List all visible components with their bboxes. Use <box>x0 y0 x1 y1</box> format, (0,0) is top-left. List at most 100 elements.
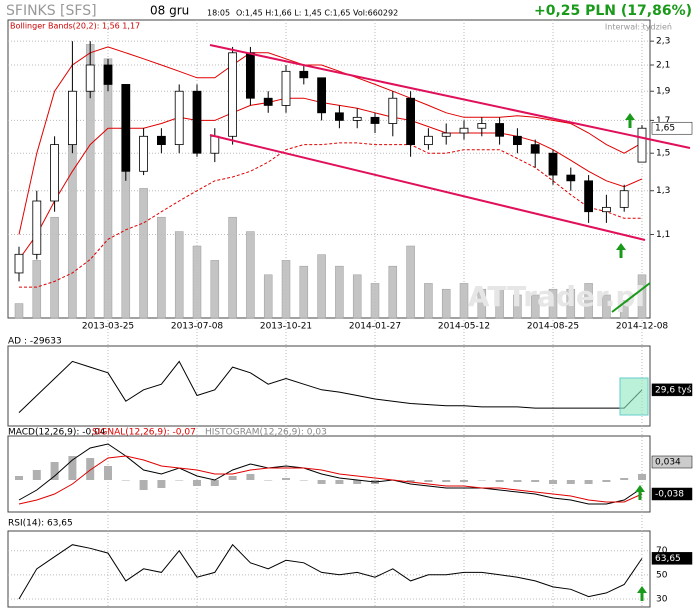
bollinger-band <box>18 46 643 235</box>
y-tick-label: 1,9 <box>656 87 671 97</box>
candle-body <box>584 180 593 213</box>
histogram-bar <box>602 480 611 482</box>
candle-body <box>32 200 42 255</box>
histogram-bar <box>282 478 290 480</box>
histogram-bar <box>246 474 255 480</box>
bollinger-band <box>19 142 642 288</box>
x-tick-label: 2014-12-08 <box>616 322 669 332</box>
value-label: 63,65 <box>655 554 681 564</box>
y-tick-label: 70 <box>656 546 668 556</box>
y-tick-label: 1,3 <box>656 186 670 196</box>
volume-bar <box>317 254 326 319</box>
candle-body <box>192 90 202 154</box>
volume-bar <box>388 265 398 319</box>
volume-bar <box>352 274 362 319</box>
candle-body <box>156 135 166 146</box>
volume-bar <box>602 294 611 319</box>
histogram-bar <box>139 480 148 490</box>
value-box <box>651 121 693 135</box>
histogram-bar <box>513 480 522 482</box>
value-label: 29,6 tyś <box>655 384 692 395</box>
histogram-bar <box>157 480 166 488</box>
histogram-bar <box>353 480 362 484</box>
volume-bar <box>299 265 309 319</box>
change: +0,25 PLN (17,86%) <box>534 3 692 19</box>
candle-body <box>619 190 629 208</box>
x-tick-label: 2014-05-12 <box>438 322 490 332</box>
histogram-bar <box>424 480 433 482</box>
volume-bar <box>50 216 59 319</box>
candle-body <box>566 174 576 182</box>
legend-entry: SIGNAL(12,26,9): -0,07 <box>92 428 196 438</box>
value-label: 0,034 <box>655 458 681 468</box>
legend-entry: MACD(12,26,9): -0,04 <box>8 428 106 438</box>
histogram-bar <box>477 480 486 481</box>
date: 08 gru <box>150 4 189 18</box>
candle-body <box>210 135 220 154</box>
price-frame <box>7 19 651 319</box>
histogram-bar <box>495 480 504 482</box>
candle-body <box>68 90 77 146</box>
histogram-bar <box>460 480 468 482</box>
candle-body <box>281 70 291 106</box>
ad-title: AD : -29633 <box>8 337 62 347</box>
volume-bar <box>370 283 380 319</box>
histogram-bar <box>566 480 575 484</box>
volume-bar <box>32 260 42 319</box>
histogram-bar <box>299 480 308 481</box>
volume-bar <box>263 274 273 319</box>
candle-body <box>388 97 398 124</box>
candle-body <box>50 144 59 202</box>
candle-body <box>228 52 238 137</box>
histogram-bar <box>531 480 540 482</box>
x-tick-label: 2013-03-25 <box>82 322 134 332</box>
value-box <box>651 487 693 501</box>
candle-body <box>477 123 487 129</box>
x-tick-label: 2013-10-21 <box>260 322 312 332</box>
x-tick-label: 2014-08-25 <box>527 322 579 332</box>
macd-frame <box>7 435 651 513</box>
volume-bar <box>139 188 148 319</box>
volume-bar <box>513 294 522 319</box>
candle-body <box>174 90 184 146</box>
candle-body <box>121 84 131 172</box>
candle-body <box>299 70 309 79</box>
x-tick-label: 2013-07-08 <box>171 322 224 332</box>
candle-body <box>513 135 522 146</box>
rsi-title: RSI(14): 63,65 <box>8 519 73 529</box>
candle-body <box>85 64 95 92</box>
y-tick-label: 2,3 <box>656 37 670 47</box>
plot-layer: 1,1 1,3 1,5 1,7 1,9 2,1 2,3 2013-03-25 2013-07-0… <box>8 20 693 607</box>
histogram-bar <box>210 480 219 486</box>
histogram-bar <box>620 478 629 480</box>
histogram-bar <box>32 470 41 480</box>
macd-line <box>18 443 643 505</box>
ad-highlight <box>619 377 649 416</box>
candle-body <box>103 64 113 85</box>
arrow <box>625 113 635 128</box>
candle-body <box>406 97 416 146</box>
histogram-bar <box>442 480 451 482</box>
arrows <box>616 113 647 601</box>
legend: Bollinger Bands(20,2): 1,56 1,17 <box>10 22 140 31</box>
y-tick-label: 1,7 <box>656 116 670 126</box>
value-label: 1,65 <box>655 124 675 134</box>
histogram-bar <box>86 458 95 480</box>
y-tick-label: 2,1 <box>656 61 670 71</box>
interval: Interwał: tydzień <box>605 23 672 32</box>
time: 18:05 <box>207 9 230 18</box>
volume-bar <box>424 283 433 319</box>
trend-line-upper <box>209 44 691 149</box>
volume-bar <box>459 283 469 319</box>
volume-bar <box>228 216 237 319</box>
watermark: ATTrader.pl <box>468 280 645 313</box>
candle-body <box>637 127 647 163</box>
trend-line-lower <box>209 134 646 241</box>
volume-bar <box>584 283 593 319</box>
candle-body <box>459 127 469 134</box>
data-line <box>18 360 643 413</box>
candle-body <box>423 135 433 146</box>
candle-body <box>352 116 362 121</box>
volume-bar <box>441 288 451 319</box>
